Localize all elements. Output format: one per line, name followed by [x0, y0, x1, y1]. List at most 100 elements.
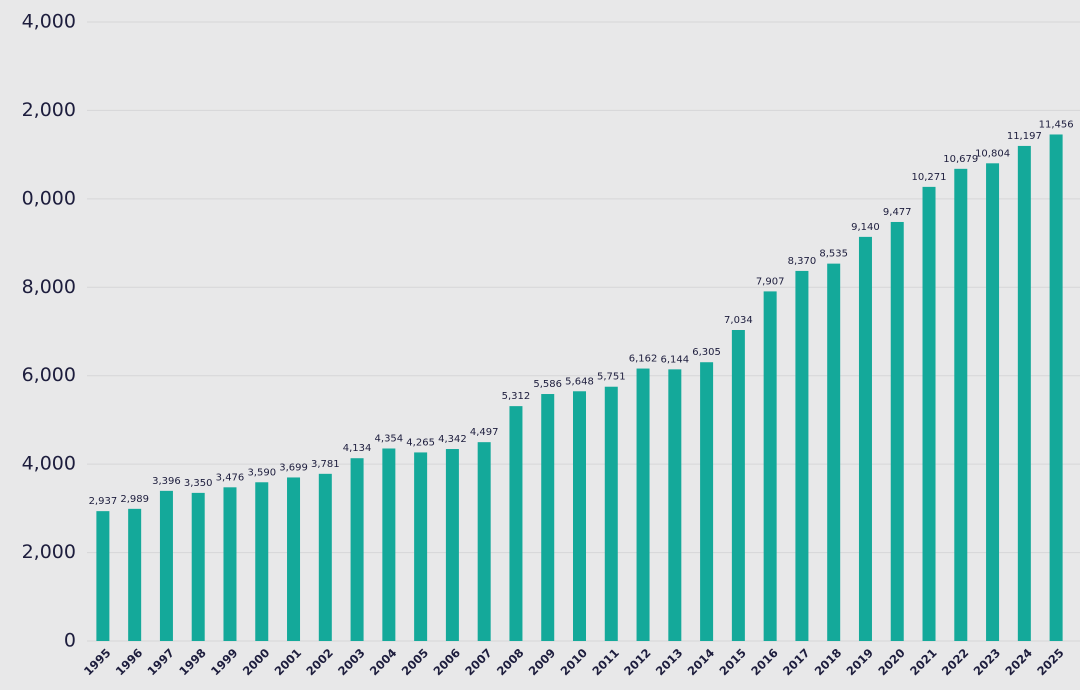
x-tick-label: 2007: [462, 646, 495, 679]
bar: [795, 270, 809, 641]
value-label: 9,477: [883, 207, 912, 218]
value-label: 11,456: [1039, 119, 1074, 130]
value-label: 6,144: [661, 354, 690, 365]
value-label: 10,271: [912, 172, 947, 183]
bar: [954, 168, 968, 642]
x-tick-label: 1997: [144, 646, 177, 679]
x-tick-label: 1999: [208, 646, 241, 679]
value-label: 10,679: [943, 154, 978, 165]
value-label: 3,476: [216, 472, 245, 483]
value-label: 3,699: [279, 462, 308, 473]
x-tick-label: 2016: [748, 646, 781, 679]
x-tick-label: 2024: [1002, 646, 1035, 679]
bar: [573, 391, 586, 641]
value-label: 3,350: [184, 478, 213, 489]
x-tick-label: 2025: [1034, 646, 1067, 679]
bar: [890, 221, 904, 642]
value-label: 5,312: [502, 391, 531, 402]
x-tick-label: 2008: [494, 646, 527, 679]
bar: [763, 291, 777, 641]
x-tick-label: 1998: [176, 646, 209, 679]
bar: [668, 369, 682, 641]
x-tick-label: 1995: [81, 646, 114, 679]
value-label: 2,937: [89, 496, 118, 507]
x-tick-label: 2020: [875, 646, 908, 679]
bar: [636, 368, 650, 641]
value-label: 5,586: [533, 379, 562, 390]
x-tick-label: 2022: [939, 646, 972, 679]
bar: [382, 448, 396, 641]
value-label: 11,197: [1007, 131, 1042, 142]
bar: [128, 508, 142, 641]
value-label: 6,162: [629, 354, 658, 365]
value-label: 10,804: [975, 148, 1010, 159]
x-tick-label: 2017: [780, 646, 813, 679]
x-tick-label: 2013: [653, 646, 686, 679]
x-tick-label: 2021: [907, 646, 940, 679]
value-label: 9,140: [851, 222, 880, 233]
bar: [858, 236, 872, 642]
value-label: 8,370: [788, 256, 817, 267]
value-label: 3,590: [247, 467, 276, 478]
x-tick-label: 2010: [558, 646, 591, 679]
value-label: 4,497: [470, 427, 499, 438]
bar: [255, 482, 269, 641]
y-tick-label: 2,000: [22, 541, 76, 563]
value-label: 3,396: [152, 476, 181, 487]
bar: [700, 362, 714, 641]
bar: [318, 473, 332, 641]
x-tick-label: 2003: [335, 646, 368, 679]
bar: [414, 452, 428, 641]
bar: [223, 487, 237, 641]
value-label: 7,907: [756, 276, 785, 287]
y-tick-label: 2,000: [22, 99, 76, 121]
y-tick-label: 4,000: [22, 453, 76, 475]
bar: [287, 477, 301, 641]
x-tick-label: 2018: [812, 646, 845, 679]
bar: [96, 511, 110, 641]
bar: [509, 406, 523, 641]
bar: [159, 490, 173, 641]
x-tick-label: 2004: [367, 646, 400, 679]
bar: [731, 329, 745, 641]
value-label: 6,305: [692, 347, 721, 358]
bar: [445, 449, 459, 641]
bar: [191, 492, 205, 641]
x-tick-label: 2015: [716, 646, 749, 679]
bar: [1049, 134, 1063, 641]
bar: [477, 442, 491, 641]
value-label: 7,034: [724, 315, 753, 326]
value-label: 2,989: [120, 494, 149, 505]
y-tick-label: 4,000: [22, 11, 76, 33]
x-tick-label: 2023: [971, 646, 1004, 679]
x-tick-label: 2011: [589, 646, 622, 679]
x-tick-label: 2006: [430, 646, 463, 679]
bar: [827, 263, 841, 641]
bar: [1017, 145, 1031, 641]
bar: [541, 394, 555, 641]
value-label: 4,134: [343, 443, 372, 454]
x-tick-label: 2014: [685, 646, 718, 679]
bar: [604, 386, 618, 641]
value-label: 4,354: [375, 433, 404, 444]
value-label: 8,535: [819, 249, 848, 260]
y-tick-label: 0,000: [22, 187, 76, 209]
value-label: 4,342: [438, 434, 467, 445]
x-tick-label: 2019: [844, 646, 877, 679]
x-tick-label: 2002: [303, 646, 336, 679]
y-tick-label: 8,000: [22, 276, 76, 298]
y-tick-label: 0: [64, 630, 76, 652]
bar: [350, 458, 364, 641]
x-tick-label: 2009: [526, 646, 559, 679]
x-tick-label: 2005: [399, 646, 432, 679]
y-tick-label: 6,000: [22, 364, 76, 386]
x-tick-label: 2000: [240, 646, 273, 679]
bar: [922, 186, 936, 642]
x-tick-label: 2001: [272, 646, 305, 679]
value-label: 5,751: [597, 372, 626, 383]
bar: [986, 163, 1000, 642]
x-tick-label: 1996: [113, 646, 146, 679]
value-label: 4,265: [406, 437, 435, 448]
